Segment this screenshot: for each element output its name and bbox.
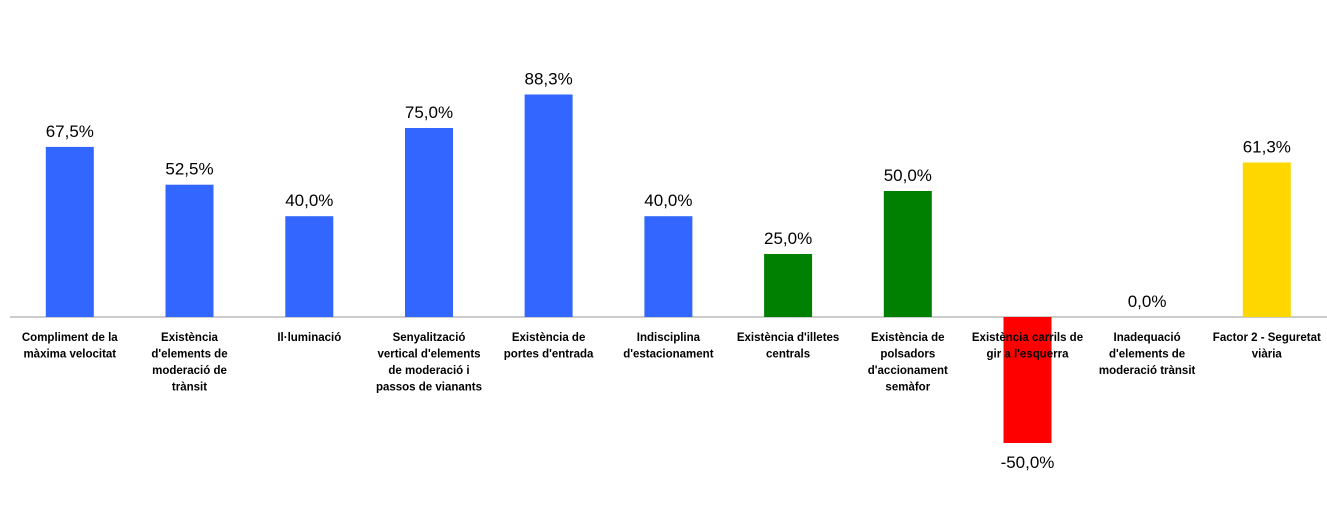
bar-10 bbox=[1242, 162, 1291, 317]
category-label-0: Compliment de la màxima velocitat bbox=[22, 332, 118, 361]
bars-layer bbox=[45, 94, 1291, 443]
bar-1 bbox=[165, 184, 214, 317]
category-label-line: màxima velocitat bbox=[23, 349, 116, 361]
category-label-7: Existència de polsadors d'accionament semàf… bbox=[868, 332, 948, 394]
category-label-line: Existència carrils de bbox=[972, 332, 1083, 344]
category-label-line: semàfor bbox=[885, 382, 930, 394]
category-label-3: Senyalització vertical d'elements de moder… bbox=[376, 332, 482, 394]
value-labels: 67,5% 52,5% 40,0% 75,0% 88,3% 40,0% 25,0% 50,0%… bbox=[46, 70, 1291, 473]
value-label-10: 61,3% bbox=[1243, 138, 1291, 157]
value-label-7: 50,0% bbox=[884, 166, 932, 185]
category-label-line: d'elements de bbox=[151, 349, 227, 361]
category-label-line: trànsit bbox=[172, 382, 207, 394]
category-label-1: Existència d'elements de moderació de tràns… bbox=[151, 332, 227, 394]
category-label-9: Inadequació d'elements de moderació trànsi… bbox=[1099, 332, 1196, 377]
category-labels: Compliment de la màxima velocitat Existènc… bbox=[22, 332, 1321, 394]
category-label-line: Il·luminació bbox=[277, 332, 341, 344]
category-label-line: centrals bbox=[766, 349, 810, 361]
category-label-line: de moderació i bbox=[388, 365, 469, 377]
value-label-3: 75,0% bbox=[405, 103, 453, 122]
category-label-8: Existència carrils de gir a l'esquerra bbox=[972, 332, 1083, 361]
category-label-line: viària bbox=[1252, 349, 1283, 361]
category-label-2: Il·luminació bbox=[277, 332, 341, 344]
category-label-line: polsadors bbox=[880, 349, 935, 361]
category-label-line: Indisciplina bbox=[637, 332, 701, 344]
category-label-line: Inadequació bbox=[1114, 332, 1181, 344]
value-label-4: 88,3% bbox=[524, 70, 572, 89]
category-label-line: Existència bbox=[161, 332, 218, 344]
bar-3 bbox=[405, 128, 453, 317]
category-label-line: d'accionament bbox=[868, 365, 948, 377]
value-label-9: 0,0% bbox=[1128, 292, 1167, 311]
category-label-line: Existència d'illetes bbox=[737, 332, 839, 344]
category-label-line: Compliment de la bbox=[22, 332, 118, 344]
category-label-line: portes d'entrada bbox=[504, 349, 594, 361]
category-label-line: d'estacionament bbox=[623, 349, 713, 361]
category-label-line: passos de vianants bbox=[376, 382, 482, 394]
value-label-5: 40,0% bbox=[644, 191, 692, 210]
category-label-10: Factor 2 - Seguretat viària bbox=[1213, 332, 1321, 361]
bar-2 bbox=[285, 216, 334, 317]
category-label-line: Factor 2 - Seguretat bbox=[1213, 332, 1321, 344]
category-label-line: moderació de bbox=[152, 365, 227, 377]
value-label-2: 40,0% bbox=[285, 191, 333, 210]
category-label-line: vertical d'elements bbox=[377, 349, 480, 361]
category-label-5: Indisciplina d'estacionament bbox=[623, 332, 713, 361]
bar-0 bbox=[45, 146, 94, 317]
category-label-line: gir a l'esquerra bbox=[987, 349, 1070, 361]
category-label-line: d'elements de bbox=[1109, 349, 1185, 361]
bar-7 bbox=[883, 191, 932, 317]
value-label-0: 67,5% bbox=[46, 122, 94, 141]
value-label-1: 52,5% bbox=[165, 160, 213, 179]
bar-5 bbox=[644, 216, 693, 317]
bar-8 bbox=[1003, 317, 1052, 443]
bar-6 bbox=[764, 254, 813, 317]
category-label-4: Existència de portes d'entrada bbox=[504, 332, 594, 361]
value-label-8: -50,0% bbox=[1001, 453, 1055, 472]
category-label-line: Senyalització bbox=[393, 332, 466, 344]
value-label-6: 25,0% bbox=[764, 229, 812, 248]
category-label-line: Existència de bbox=[871, 332, 945, 344]
category-label-line: Existència de bbox=[512, 332, 586, 344]
bar-4 bbox=[524, 94, 573, 317]
category-label-6: Existència d'illetes centrals bbox=[737, 332, 839, 361]
category-label-line: moderació trànsit bbox=[1099, 365, 1196, 377]
